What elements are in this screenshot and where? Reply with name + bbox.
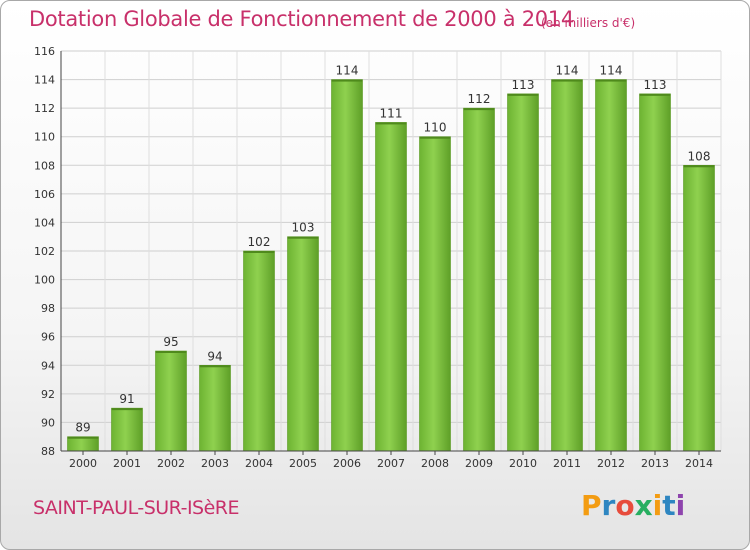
x-tick-label: 2013 — [641, 457, 669, 470]
bar-top-edge — [375, 122, 407, 125]
chart-subtitle: (en milliers d'€) — [541, 16, 636, 30]
logo-letter: t — [662, 489, 676, 522]
bar-top-edge — [199, 365, 231, 368]
bar — [243, 250, 275, 452]
bar-value-label: 108 — [688, 149, 711, 163]
commune-name: SAINT-PAUL-SUR-ISèRE — [33, 497, 240, 519]
bar-top-edge — [683, 165, 715, 168]
bar — [507, 93, 539, 452]
bar-value-label: 94 — [207, 349, 222, 363]
x-tick-label: 2014 — [685, 457, 713, 470]
x-tick-label: 2003 — [201, 457, 229, 470]
y-tick-label: 104 — [34, 216, 55, 229]
bar — [287, 236, 319, 452]
bar-value-label: 95 — [163, 335, 178, 349]
y-tick-label: 112 — [34, 102, 55, 115]
y-tick-label: 102 — [34, 245, 55, 258]
bar-top-edge — [507, 93, 539, 96]
logo-letter: o — [615, 489, 635, 522]
y-tick-label: 100 — [34, 274, 55, 287]
y-tick-label: 116 — [34, 45, 55, 58]
bar-value-label: 89 — [75, 421, 90, 435]
y-tick-label: 94 — [41, 359, 55, 372]
x-tick-label: 2006 — [333, 457, 361, 470]
bar — [331, 79, 363, 452]
bar — [419, 136, 451, 452]
x-tick-label: 2007 — [377, 457, 405, 470]
y-tick-label: 92 — [41, 388, 55, 401]
bar — [111, 407, 143, 452]
bar-value-label: 113 — [644, 78, 667, 92]
bar — [375, 122, 407, 452]
chart-title: Dotation Globale de Fonctionnement de 20… — [29, 7, 574, 31]
bar-top-edge — [243, 251, 275, 253]
y-tick-label: 96 — [41, 331, 55, 344]
bar-value-label: 111 — [380, 106, 403, 120]
bar — [595, 79, 627, 452]
bar-top-edge — [551, 79, 583, 82]
x-tick-label: 2004 — [245, 457, 273, 470]
y-tick-label: 98 — [41, 302, 55, 315]
bar — [199, 364, 231, 452]
y-tick-label: 106 — [34, 188, 55, 201]
x-tick-label: 2000 — [69, 457, 97, 470]
x-tick-label: 2005 — [289, 457, 317, 470]
logo-letter: P — [581, 489, 602, 522]
x-tick-label: 2002 — [157, 457, 185, 470]
bar-value-label: 110 — [424, 121, 447, 135]
logo-letter: i — [652, 489, 663, 522]
bar — [155, 350, 187, 452]
logo-letter: r — [601, 489, 616, 522]
bar-value-label: 103 — [292, 221, 315, 235]
bar — [683, 164, 715, 452]
bar-value-label: 114 — [336, 64, 359, 78]
y-tick-label: 88 — [41, 445, 55, 458]
bar-value-label: 91 — [119, 392, 134, 406]
bar — [551, 79, 583, 452]
y-tick-label: 110 — [34, 131, 55, 144]
bar-value-label: 113 — [512, 78, 535, 92]
bar-value-label: 102 — [248, 235, 271, 249]
logo-letter: i — [675, 489, 686, 522]
bar-top-edge — [639, 93, 671, 96]
bar-value-label: 114 — [556, 64, 579, 78]
proxiti-logo: Proxiti — [581, 489, 685, 522]
x-tick-label: 2009 — [465, 457, 493, 470]
bar-top-edge — [111, 408, 143, 411]
bar-top-edge — [67, 436, 99, 439]
x-tick-label: 2001 — [113, 457, 141, 470]
bar — [463, 107, 495, 452]
x-tick-label: 2010 — [509, 457, 537, 470]
bar — [67, 436, 99, 452]
logo-letter: x — [634, 489, 653, 522]
bar-top-edge — [463, 108, 495, 111]
y-tick-label: 114 — [34, 74, 55, 87]
bar-top-edge — [331, 79, 363, 82]
bar-value-label: 114 — [600, 64, 623, 78]
bar-top-edge — [155, 351, 187, 353]
x-tick-label: 2012 — [597, 457, 625, 470]
y-tick-label: 108 — [34, 159, 55, 172]
y-tick-label: 90 — [41, 416, 55, 429]
bar-top-edge — [595, 79, 627, 82]
bar — [639, 93, 671, 452]
bar-top-edge — [419, 136, 451, 139]
x-tick-label: 2008 — [421, 457, 449, 470]
x-tick-label: 2011 — [553, 457, 581, 470]
bar-value-label: 112 — [468, 92, 491, 106]
bar-top-edge — [287, 236, 319, 239]
